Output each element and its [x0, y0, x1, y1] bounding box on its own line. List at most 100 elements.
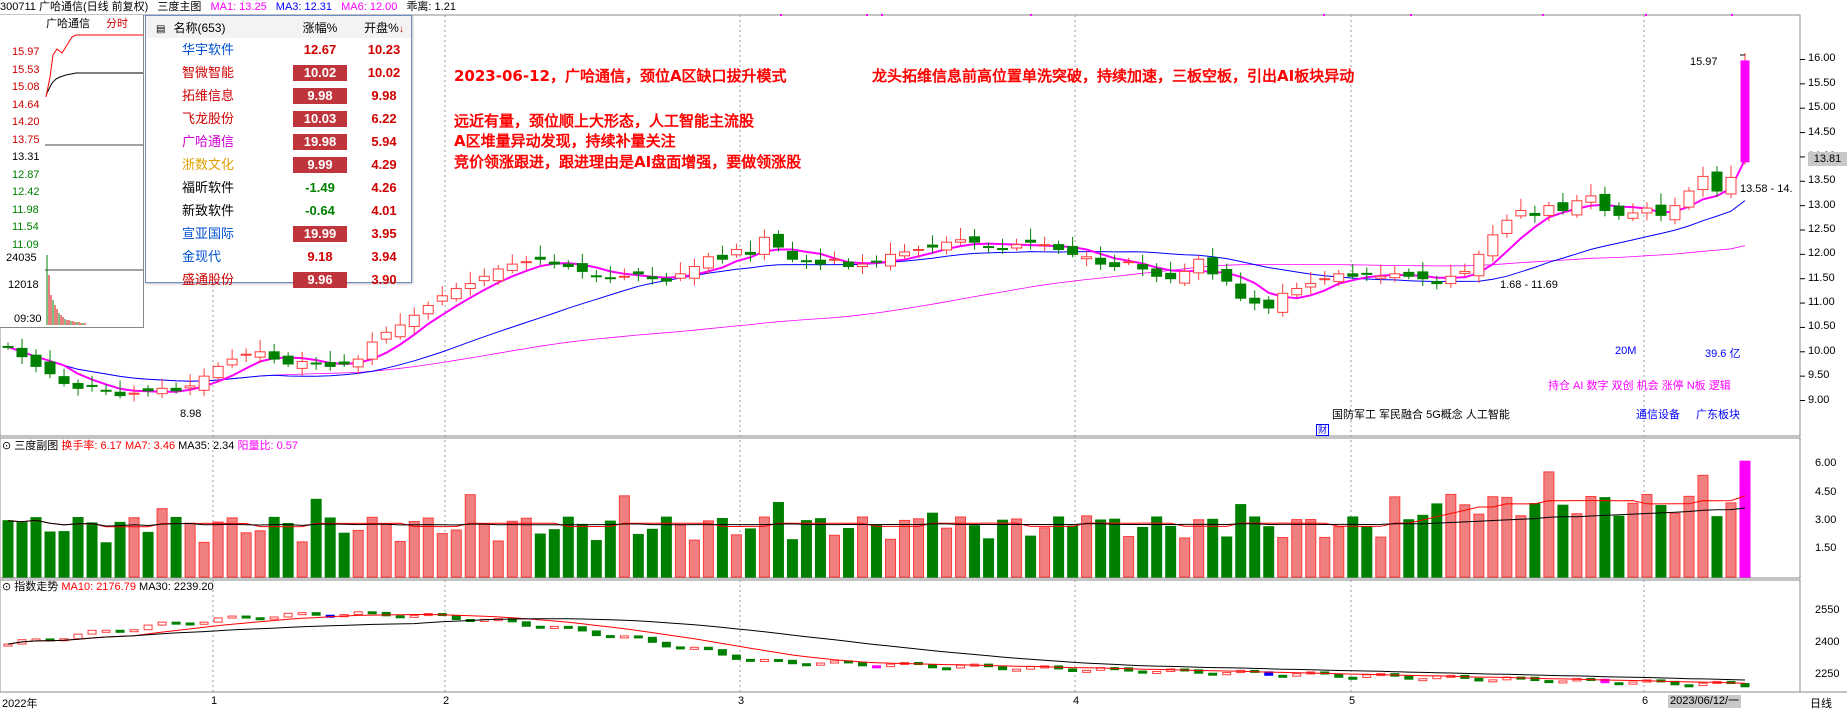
col-name[interactable]: ▤ 名称(653) [146, 16, 283, 38]
turnover-bar [198, 541, 210, 578]
index-candle [689, 646, 699, 650]
candle [422, 301, 434, 320]
turnover-bar [1445, 493, 1457, 578]
index-axis-label: 2400 [1815, 636, 1840, 648]
stock-row[interactable]: 福昕软件 -1.49 4.26 [146, 176, 411, 199]
candle [1585, 184, 1597, 210]
col-open[interactable]: 开盘%↓ [357, 16, 411, 38]
amount-label: 39.6 亿 [1705, 348, 1741, 360]
stock-name: 福昕软件 [182, 180, 235, 195]
intraday-mini-chart[interactable]: 广哈通信 分时 15.97 15.53 15.08 14.64 14.20 13.75 13… [0, 15, 144, 328]
candle [226, 349, 238, 368]
index-candle [1614, 682, 1624, 686]
turnover-bar [30, 517, 42, 578]
turnover-bar [1459, 504, 1471, 578]
index-candle [872, 665, 881, 669]
stock-row[interactable]: 盛通股份 9.96 3.90 [146, 268, 411, 291]
stock-row[interactable]: 飞龙股份 10.03 6.22 [146, 107, 411, 130]
index-candle [801, 663, 811, 667]
turnover-bar [16, 522, 28, 578]
candle [1207, 248, 1219, 280]
turnover-bar [72, 517, 84, 578]
region-tag[interactable]: 广东板块 [1696, 409, 1740, 421]
candle [58, 368, 70, 387]
turnover-bar [758, 516, 770, 578]
index-candle [87, 629, 97, 635]
ma7-readout: MA7: 3.46 [124, 440, 176, 452]
stock-row[interactable]: 新致软件 -0.64 4.01 [146, 199, 411, 222]
mini-price-line [45, 34, 143, 98]
turnover-bar [1501, 496, 1513, 578]
panel-name[interactable]: 三度主图 [157, 1, 202, 13]
turnover-bar [408, 521, 420, 578]
stock-row[interactable]: 广哈通信 19.98 5.94 [146, 130, 411, 153]
col-change[interactable]: 涨幅% [283, 16, 357, 38]
turnover-bar [1725, 502, 1737, 578]
stock-name: 宣亚国际 [182, 226, 235, 241]
turnover-bar [1375, 536, 1387, 578]
stock-row[interactable]: 拓维信息 9.98 9.98 [146, 84, 411, 107]
sub-axis-label: 1.50 [1815, 541, 1837, 554]
candle [702, 252, 714, 274]
candle [913, 245, 925, 258]
index-candle [591, 630, 601, 637]
industry-tag[interactable]: 通信设备 [1636, 409, 1680, 421]
bias-readout: 乖离: 1.21 [406, 1, 456, 13]
candle [997, 238, 1009, 254]
index-collapse-icon[interactable]: ⊙ [2, 581, 12, 593]
mini-tab[interactable]: 分时 [106, 18, 128, 30]
candle [983, 242, 995, 253]
stock-name: 金现代 [182, 249, 222, 264]
candle [1179, 263, 1191, 287]
index-candle [1208, 672, 1218, 676]
candle [1165, 261, 1177, 284]
stock-change: 19.99 [283, 222, 357, 245]
stock-row[interactable]: 智微智能 10.02 10.02 [146, 61, 411, 84]
sub-collapse-icon[interactable]: ⊙ [2, 440, 12, 452]
mini-plot-bg [45, 33, 143, 326]
turnover-bar [1431, 503, 1443, 578]
turnover-bar [590, 540, 602, 578]
ma6-line [7, 245, 1746, 382]
index-candle [605, 635, 615, 639]
candle [156, 378, 168, 399]
index-candle [1404, 675, 1414, 680]
stock-row[interactable]: 华宇软件 12.67 10.23 [146, 38, 411, 61]
turnover-bar [1277, 537, 1289, 578]
candle [646, 267, 658, 285]
candle [2, 342, 14, 350]
turnover-bar [1627, 502, 1639, 578]
turnover-bar [1095, 519, 1107, 578]
finance-icon[interactable]: 财 [1316, 424, 1330, 436]
index-chart-title[interactable]: 指数走势 [14, 581, 59, 593]
index-candle [409, 614, 419, 618]
turnover-bar [1305, 519, 1317, 578]
turnover-bar [1347, 516, 1359, 578]
stock-change: 9.98 [283, 84, 357, 107]
index-candle [1278, 674, 1288, 678]
mini-price-label: 15.53 [12, 63, 40, 76]
candle [1347, 264, 1359, 280]
change-box: 9.96 [293, 272, 347, 288]
stock-row[interactable]: 浙数文化 9.99 4.29 [146, 153, 411, 176]
turnover-bar [1137, 526, 1149, 578]
mini-vol-top: 24035 [6, 252, 37, 264]
candle [856, 254, 868, 274]
index-candle [269, 616, 279, 620]
stock-row[interactable]: 宣亚国际 19.99 3.95 [146, 222, 411, 245]
turnover-bar [156, 508, 168, 578]
stock-open: 3.94 [371, 249, 397, 264]
index-candle [745, 658, 755, 662]
turnover-bar [436, 533, 448, 578]
candle [310, 357, 322, 370]
sector-stock-list[interactable]: ▤ 名称(653) 涨幅% 开盘%↓ 华宇软件 12.67 10.23 智微智能 10.0… [145, 15, 412, 288]
stock-row[interactable]: 金现代 9.18 3.94 [146, 245, 411, 268]
candle [842, 258, 854, 270]
candle [268, 344, 280, 364]
period-label[interactable]: 日线 [1810, 698, 1832, 710]
turnover-bar [716, 518, 728, 578]
sub-chart-title[interactable]: 三度副图 [14, 440, 59, 452]
turnover-bar [240, 532, 252, 578]
price-axis-label: 12.50 [1808, 223, 1836, 235]
